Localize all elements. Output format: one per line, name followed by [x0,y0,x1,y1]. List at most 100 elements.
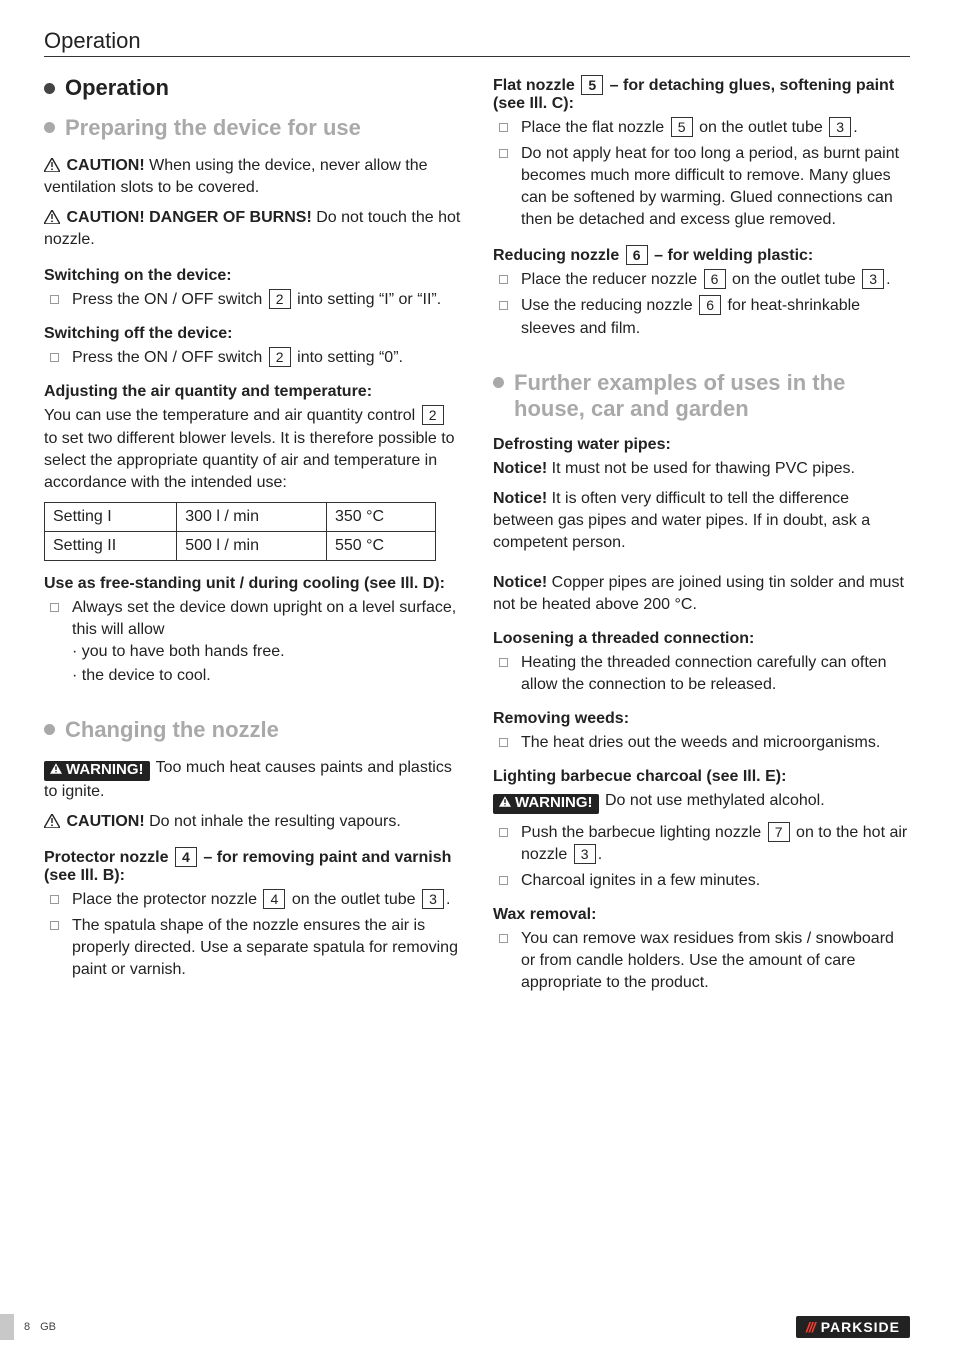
heading-text: Changing the nozzle [65,717,279,743]
text: – for welding plastic: [650,247,814,264]
list-item: Press the ON / OFF switch 2 into setting… [44,347,461,369]
heading-protector-nozzle: Protector nozzle 4 – for removing paint … [44,847,461,885]
warning-triangle-icon [44,210,60,224]
text: Protector nozzle [44,849,173,866]
text: Press the ON / OFF switch [72,291,267,308]
list-item: Press the ON / OFF switch 2 into setting… [44,289,461,311]
caution-text: Do not inhale the resulting vapours. [145,813,401,830]
text: Use the reducing nozzle [521,297,697,314]
ref-box: 3 [574,844,596,864]
heading-operation: Operation [44,75,461,101]
list-item: Charcoal ignites in a few minutes. [493,870,910,892]
footer-margin-tab [0,1314,14,1340]
heading-loosen: Loosening a threaded connection: [493,630,910,648]
ref-box: 3 [829,117,851,137]
sub-item: · you to have both hands free. [72,641,461,663]
text: Always set the device down upright on a … [72,599,456,638]
list-item: Always set the device down upright on a … [44,597,461,687]
warning-triangle-icon [50,760,62,781]
warning-badge: WARNING! [44,761,150,781]
caution-burns-label: CAUTION! DANGER OF BURNS! [66,209,311,226]
ref-box: 6 [704,269,726,289]
caution-line: CAUTION! Do not inhale the resulting vap… [44,811,461,833]
ref-box: 3 [422,889,444,909]
right-column: Flat nozzle 5 – for detaching glues, sof… [493,75,910,1004]
heading-flat-nozzle: Flat nozzle 5 – for detaching glues, sof… [493,75,910,113]
ref-box: 4 [175,847,197,867]
text: into setting “0”. [293,349,403,366]
text: Push the barbecue lighting nozzle [521,824,766,841]
text: Place the reducer nozzle [521,271,702,288]
heading-text: Preparing the device for use [65,115,361,141]
notice-text: It must not be used for thawing PVC pipe… [547,460,855,477]
cell: 350 °C [326,502,435,531]
page-footer: 8 GB /// PARKSIDE [0,1314,954,1340]
heading-reducing-nozzle: Reducing nozzle 6 – for welding plastic: [493,245,910,265]
settings-table: Setting I 300 l / min 350 °C Setting II … [44,502,436,561]
heading-changing-nozzle: Changing the nozzle [44,717,461,743]
ref-box: 2 [422,405,444,425]
warning-triangle-icon [44,814,60,828]
text: . [886,271,890,288]
caution-burns-line: CAUTION! DANGER OF BURNS! Do not touch t… [44,207,461,251]
ref-box: 6 [699,295,721,315]
text: Place the protector nozzle [72,891,261,908]
text: Flat nozzle [493,77,579,94]
ref-box: 2 [269,347,291,367]
sub-item: · the device to cool. [72,665,461,687]
warning-text: Do not use methylated alcohol. [601,792,825,809]
warning-badge: WARNING! [493,794,599,814]
running-head: Operation [44,28,910,57]
bullet-icon [493,377,504,388]
list-item: Place the protector nozzle 4 on the outl… [44,889,461,911]
ref-box: 2 [269,289,291,309]
table-row: Setting I 300 l / min 350 °C [45,502,436,531]
text: on the outlet tube [695,119,828,136]
bullet-icon [44,83,55,94]
page-language: GB [40,1321,56,1333]
brand-name: PARKSIDE [821,1319,900,1335]
heading-defrost: Defrosting water pipes: [493,436,910,454]
page-number: 8 [24,1321,30,1333]
list-item: Do not apply heat for too long a period,… [493,143,910,231]
list-item: Use the reducing nozzle 6 for heat-shrin… [493,295,910,339]
list-item: Place the reducer nozzle 6 on the outlet… [493,269,910,291]
notice-text: Copper pipes are joined using tin solder… [493,574,904,613]
list-item: The spatula shape of the nozzle ensures … [44,915,461,981]
heading-bbq: Lighting barbecue charcoal (see Ill. E): [493,768,910,786]
list-item: Push the barbecue lighting nozzle 7 on t… [493,822,910,866]
caution-label: CAUTION! [66,157,144,174]
heading-switch-off: Switching off the device: [44,325,461,343]
cell: 550 °C [326,531,435,560]
notice-label: Notice! [493,574,547,591]
cell: 300 l / min [177,502,327,531]
heading-weeds: Removing weeds: [493,710,910,728]
heading-free-standing: Use as free-standing unit / during cooli… [44,575,461,593]
text: Reducing nozzle [493,247,624,264]
text: Place the flat nozzle [521,119,669,136]
text: Press the ON / OFF switch [72,349,267,366]
text: into setting “I” or “II”. [293,291,441,308]
warning-line: WARNING! Too much heat causes paints and… [44,757,461,802]
caution-label: CAUTION! [66,813,144,830]
caution-line: CAUTION! When using the device, never al… [44,155,461,199]
notice-line: Notice! It must not be used for thawing … [493,458,910,480]
notice-line: Notice! It is often very difficult to te… [493,488,910,554]
text: on the outlet tube [728,271,861,288]
list-item: You can remove wax residues from skis / … [493,928,910,994]
heading-preparing: Preparing the device for use [44,115,461,141]
ref-box: 5 [581,75,603,95]
cell: Setting I [45,502,177,531]
ref-box: 3 [862,269,884,289]
text: You can use the temperature and air quan… [44,407,420,424]
ref-box: 4 [263,889,285,909]
ref-box: 7 [768,822,790,842]
warning-line: WARNING! Do not use methylated alcohol. [493,790,910,813]
ref-box: 5 [671,117,693,137]
bullet-icon [44,122,55,133]
heading-wax: Wax removal: [493,906,910,924]
list-item: The heat dries out the weeds and microor… [493,732,910,754]
bullet-icon [44,724,55,735]
heading-text: Operation [65,75,169,101]
notice-label: Notice! [493,460,547,477]
